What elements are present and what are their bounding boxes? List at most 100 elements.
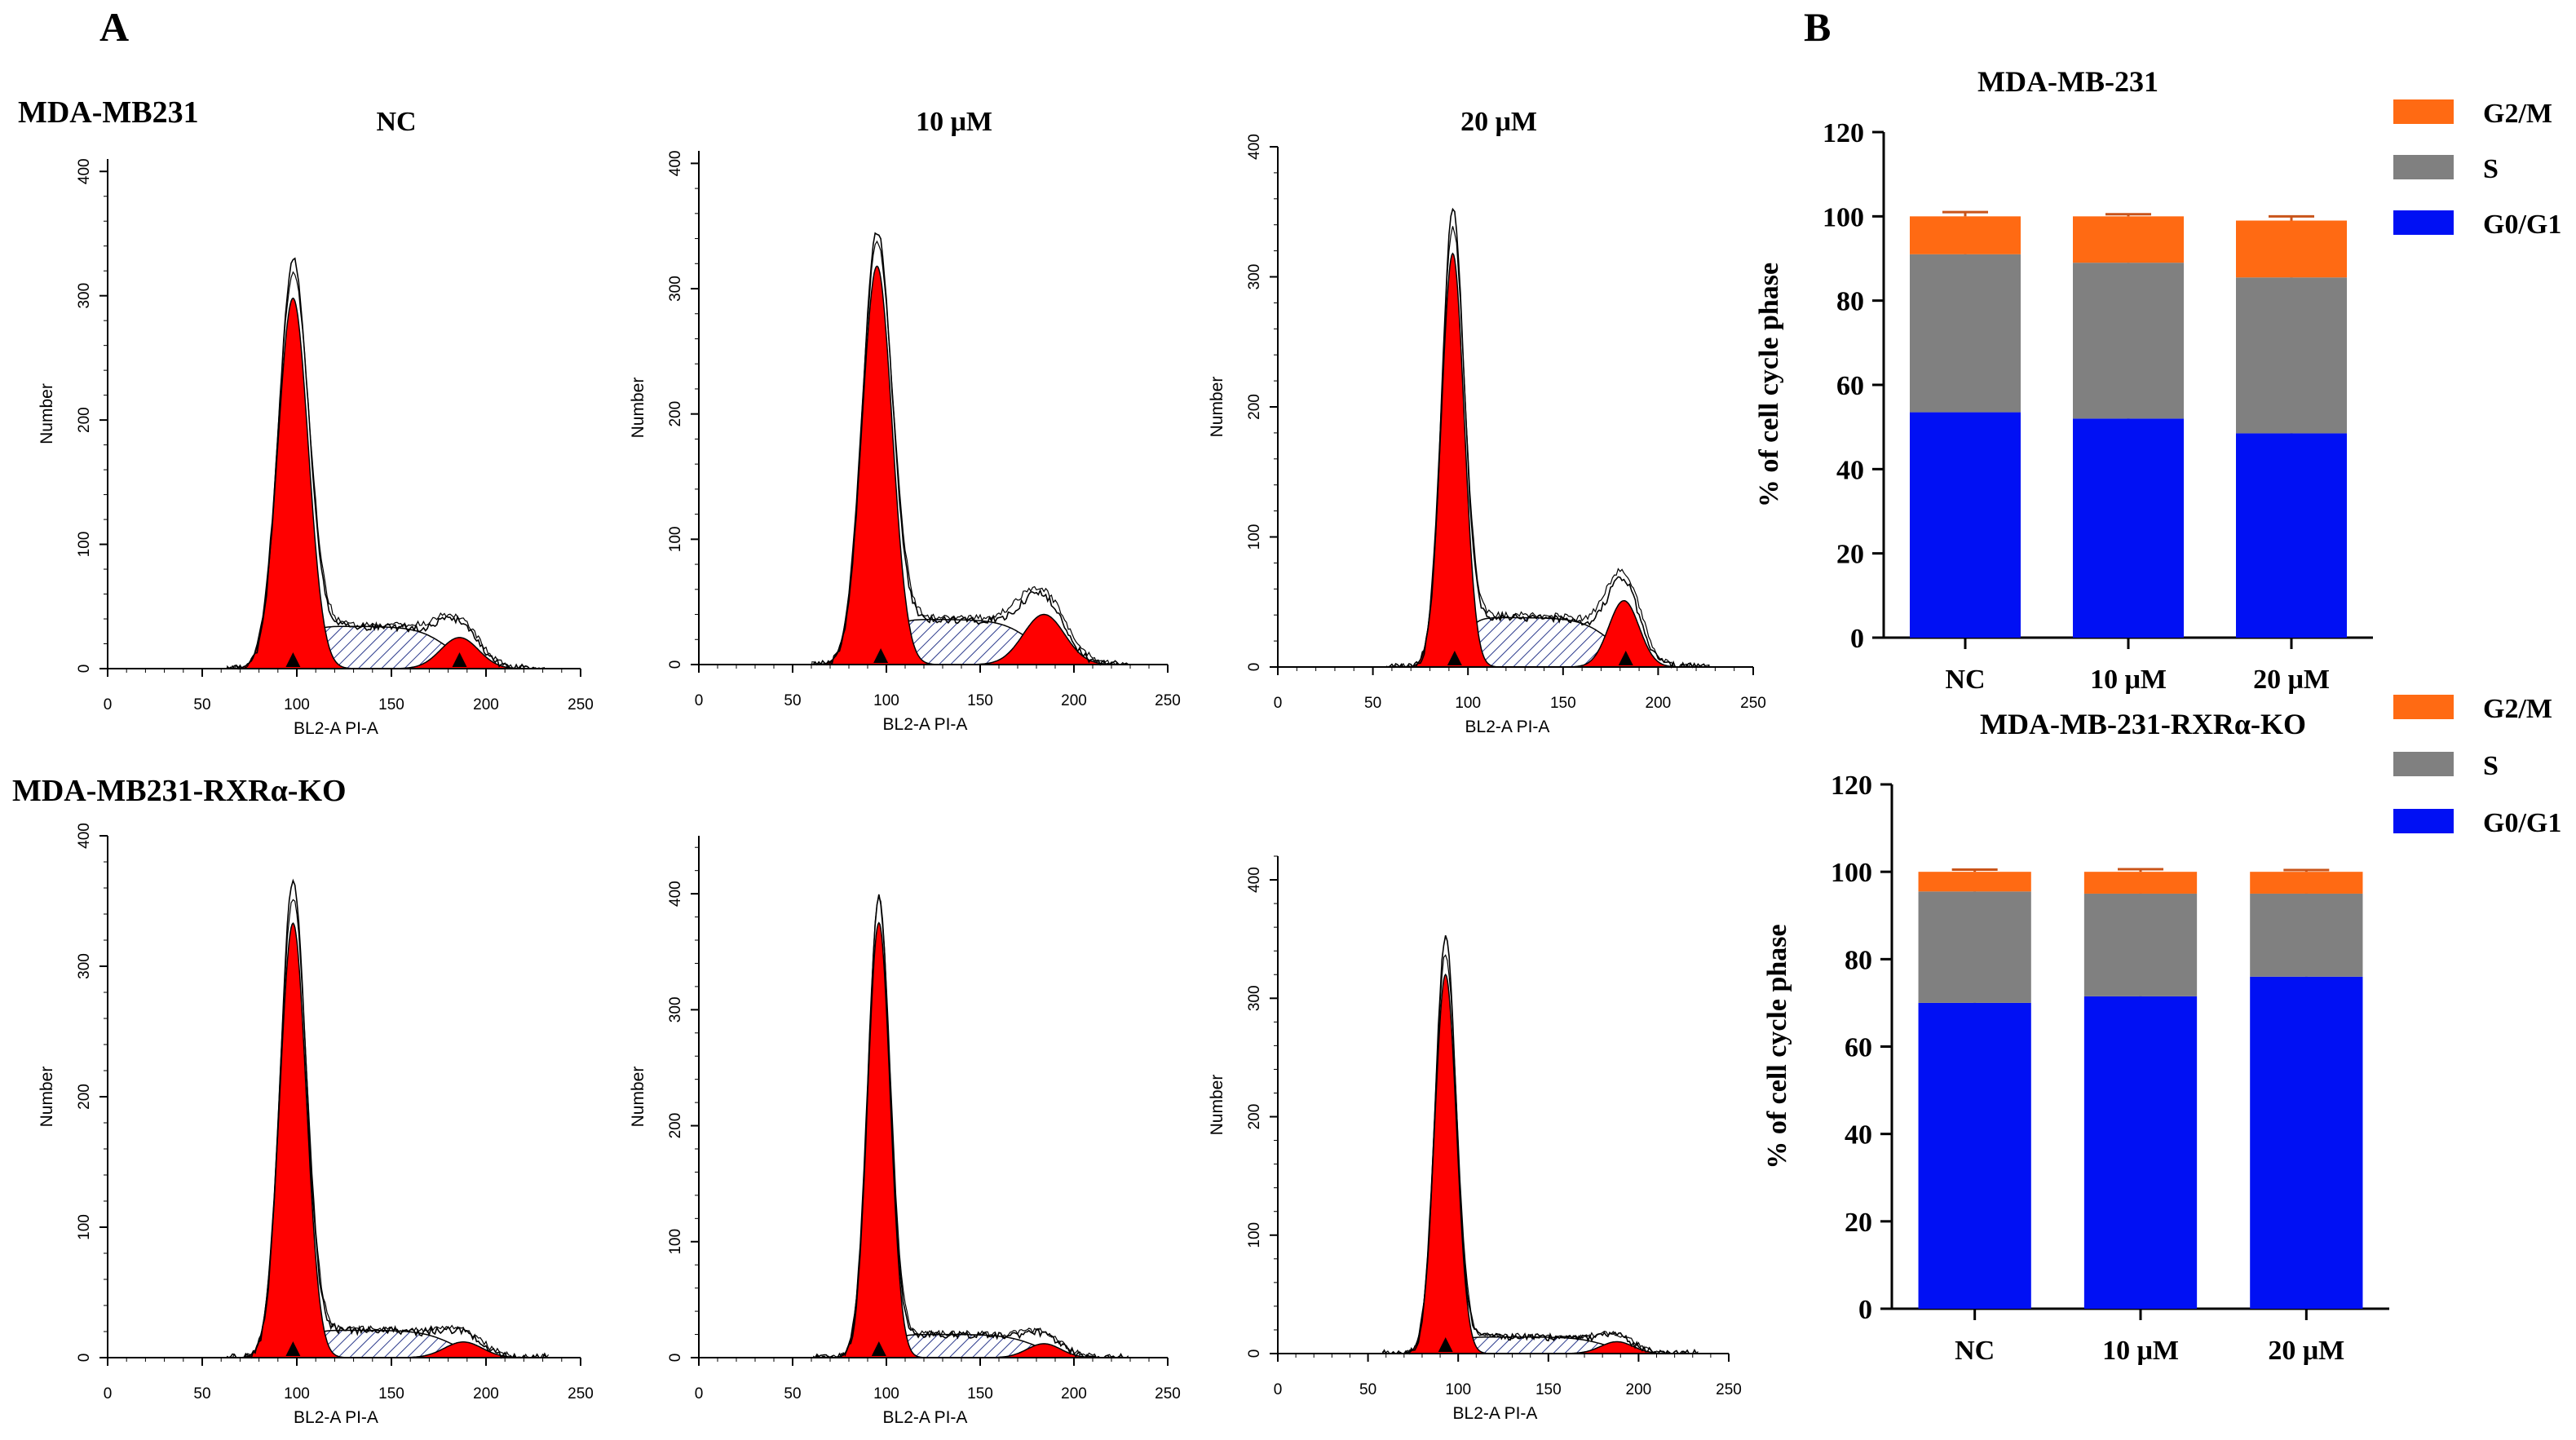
histogram-top-10um: 0 50 100 150 200 250 0 100 200 300 400 BL2-A PI-A Nu…	[629, 151, 1181, 734]
bar-segment-g0g1	[1918, 1002, 2031, 1309]
x-tick-label: 0	[695, 692, 704, 709]
legend-label: S	[2483, 154, 2499, 184]
x-tick-label: 200	[1061, 692, 1087, 709]
y-tick-label: 100	[1823, 202, 1864, 232]
bar-segment-g2m	[2073, 216, 2184, 263]
y-tick-label: 0	[1858, 1295, 1872, 1325]
x-tick-label: 200	[1626, 1381, 1652, 1398]
legend-swatch	[2393, 155, 2454, 179]
x-tick-label: 100	[873, 692, 899, 709]
bar-segment-g2m	[2083, 872, 2198, 894]
legend-label: G0/G1	[2483, 210, 2561, 240]
stacked-bar-chart-top: MDA-MB-231 0 20 40 60 80 100 120 % of cell cycle…	[1754, 65, 2561, 695]
stacked-bar-chart-bottom: MDA-MB-231-RXRα-KO 0 20 40 60 80 100 120 % of ce…	[1762, 694, 2561, 1366]
x-tick-label: 0	[104, 696, 113, 713]
x-tick-label: 0	[1274, 1381, 1283, 1398]
bar-segment-g0g1	[2083, 996, 2198, 1309]
x-tick-label: 150	[378, 696, 404, 713]
y-axis-label: Number	[38, 383, 56, 444]
x-tick-label: 150	[1550, 695, 1576, 712]
y-tick-label: 100	[76, 532, 93, 558]
x-tick-label: NC	[1945, 665, 1985, 695]
bar-segment-s	[1910, 254, 2021, 413]
y-tick-label: 0	[76, 1354, 93, 1363]
y-axis-label: Number	[1208, 1075, 1226, 1136]
x-axis-label: BL2-A PI-A	[883, 715, 968, 734]
chart-title: MDA-MB-231-RXRα-KO	[1980, 708, 2306, 740]
y-tick-label: 200	[667, 401, 684, 427]
histogram-top-nc: 0 50 100 150 200 250 0 100 200 300 400 BL2-A PI-A Nu…	[38, 158, 594, 738]
y-tick-label: 300	[1246, 264, 1263, 290]
g1-peak	[239, 922, 347, 1358]
x-tick-label: 250	[1155, 1385, 1181, 1402]
fit-trace	[812, 895, 1129, 1358]
x-axis-label: BL2-A PI-A	[294, 719, 378, 738]
fit-trace	[1385, 226, 1710, 669]
bar-segment-s	[2083, 893, 2198, 996]
y-tick-label: 300	[667, 276, 684, 302]
x-tick-label: 100	[873, 1385, 899, 1402]
panel-label-b: B	[1804, 4, 1831, 50]
y-tick-label: 400	[76, 158, 93, 184]
x-tick-label: 100	[1445, 1381, 1471, 1398]
bar-segment-s	[2250, 893, 2363, 977]
legend-label: S	[2483, 751, 2499, 781]
y-tick-label: 100	[76, 1214, 93, 1240]
y-tick-label: 300	[667, 996, 684, 1023]
x-tick-label: 0	[104, 1385, 113, 1402]
x-tick-label: 200	[473, 696, 499, 713]
y-tick-label: 120	[1823, 118, 1864, 148]
fit-trace	[226, 271, 546, 670]
x-tick-label: 250	[568, 1385, 594, 1402]
histogram-bottom-10um: 0 50 100 150 200 250 0 100 200 300 400 BL2-A PI-A Nu…	[629, 836, 1181, 1427]
fit-trace	[811, 240, 1129, 665]
x-tick-label: 100	[284, 696, 310, 713]
y-tick-label: 0	[1246, 663, 1263, 672]
x-tick-label: 150	[378, 1385, 404, 1402]
x-tick-label: 0	[695, 1385, 704, 1402]
y-tick-label: 100	[1246, 1222, 1263, 1248]
x-tick-label: NC	[1955, 1336, 1995, 1366]
bar-segment-g0g1	[2073, 418, 2184, 638]
y-tick-label: 20	[1836, 540, 1864, 570]
peak-marker	[285, 1341, 301, 1356]
histogram-bottom-nc: 0 50 100 150 200 250 0 100 200 300 400 BL2-A PI-A Nu…	[38, 823, 594, 1427]
y-tick-label: 100	[1246, 524, 1263, 550]
bar-segment-g2m	[2236, 220, 2347, 278]
y-tick-label: 0	[667, 1354, 684, 1363]
bar-segment-g2m	[1910, 216, 2021, 254]
fit-trace	[1381, 954, 1699, 1355]
g1-peak	[816, 265, 938, 665]
bar-segment-s	[1918, 891, 2031, 1003]
g1-peak	[1401, 973, 1490, 1354]
y-tick-label: 400	[76, 823, 93, 849]
y-tick-label: 200	[1246, 1104, 1263, 1130]
column-title-20um: 20 μM	[1460, 107, 1537, 137]
y-tick-label: 0	[1850, 624, 1864, 654]
y-axis-label: Number	[629, 378, 647, 439]
bar-segment-s	[2073, 263, 2184, 419]
y-tick-label: 100	[667, 1229, 684, 1255]
peak-marker	[873, 648, 889, 663]
bar-segment-g0g1	[2250, 976, 2363, 1309]
y-tick-label: 0	[667, 660, 684, 669]
y-tick-label: 100	[1831, 858, 1872, 888]
y-tick-label: 200	[667, 1113, 684, 1139]
y-tick-label: 400	[1246, 867, 1263, 893]
x-tick-label: 200	[1646, 695, 1672, 712]
y-axis-label: % of cell cycle phase	[1754, 263, 1784, 507]
x-tick-label: 200	[473, 1385, 499, 1402]
y-tick-label: 80	[1836, 287, 1864, 317]
column-title-nc: NC	[376, 107, 416, 137]
x-axis-label: BL2-A PI-A	[294, 1408, 378, 1427]
legend-swatch	[2393, 695, 2454, 719]
y-tick-label: 40	[1845, 1120, 1872, 1151]
x-axis-label: BL2-A PI-A	[1453, 1404, 1538, 1423]
row-label-bottom: MDA-MB231-RXRα-KO	[12, 774, 347, 808]
x-tick-label: 0	[1274, 695, 1283, 712]
bar-segment-g2m	[2250, 872, 2363, 894]
peak-marker	[1618, 651, 1633, 665]
peak-marker	[1438, 1337, 1453, 1352]
x-tick-label: 250	[1716, 1381, 1742, 1398]
